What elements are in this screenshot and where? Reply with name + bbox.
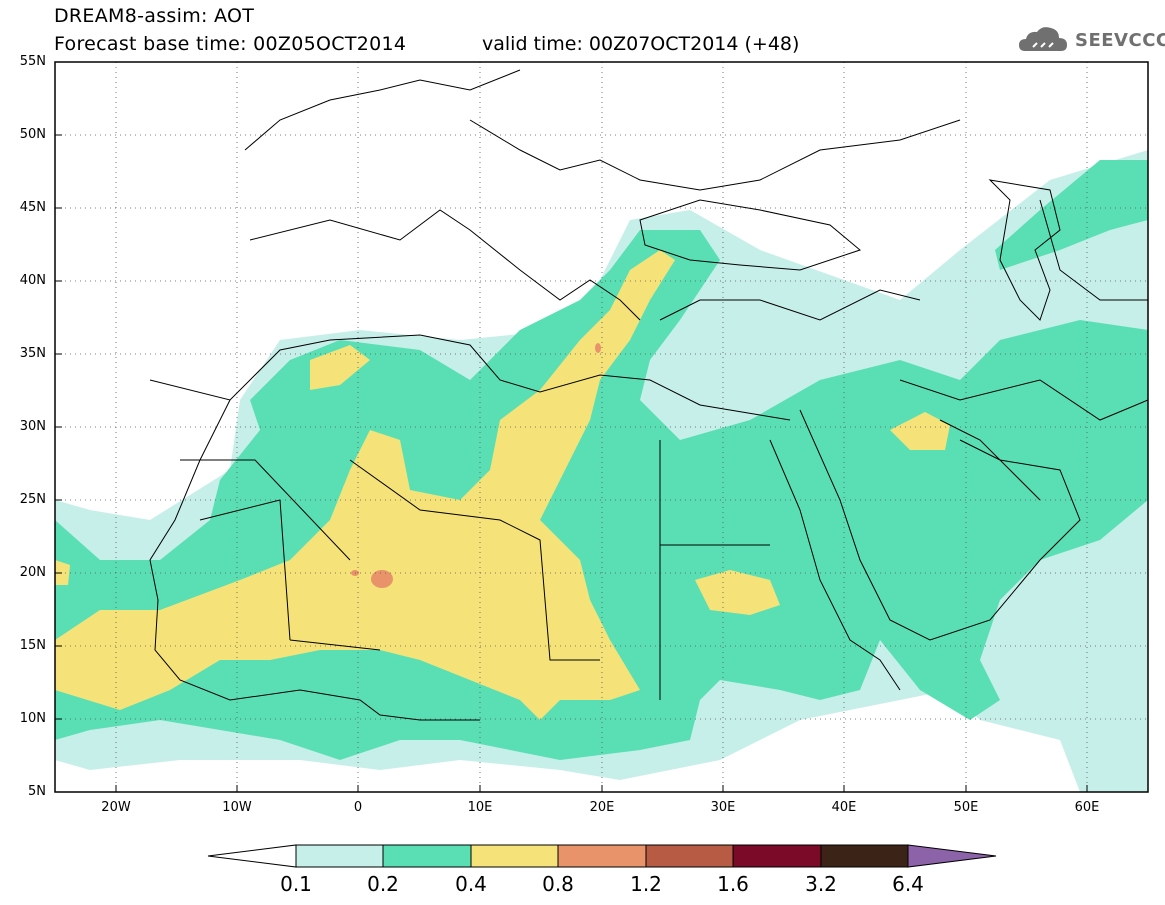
colorbar-label: 1.2 — [630, 872, 662, 896]
lon-label: 10E — [467, 800, 493, 815]
base-time-label: Forecast base time: 00Z05OCT2014 — [54, 33, 407, 55]
lon-label: 40E — [831, 800, 857, 815]
aot-field — [55, 150, 1148, 792]
lat-label: 20N — [19, 565, 46, 580]
aot-contour-0.8 — [371, 570, 393, 588]
lat-label: 15N — [19, 638, 46, 653]
lat-label: 35N — [19, 346, 46, 361]
lon-label: 60E — [1074, 800, 1100, 815]
colorbar-segment — [470, 844, 559, 868]
colorbar-label: 0.2 — [367, 872, 399, 896]
lon-label: 0 — [353, 800, 363, 815]
lon-label: 50E — [953, 800, 979, 815]
colorbar-label: 0.8 — [542, 872, 574, 896]
lon-label: 10W — [222, 800, 252, 815]
colorbar-under-arrow — [207, 844, 297, 868]
coastlines — [149, 69, 1148, 721]
aot-contour-0.2 — [995, 160, 1148, 270]
aot-contour-0.4 — [55, 560, 70, 585]
axis-ticks — [55, 61, 1088, 793]
map-title: DREAM8-assim: AOT — [54, 5, 255, 27]
colorbar-segment — [645, 844, 734, 868]
cloud-icon — [1019, 27, 1067, 51]
aot-contour-0.4 — [695, 570, 780, 615]
lat-label: 5N — [28, 784, 46, 799]
colorbar-label: 1.6 — [717, 872, 749, 896]
colorbar-segment — [295, 844, 384, 868]
lat-label: 55N — [19, 54, 46, 69]
lat-label: 10N — [19, 711, 46, 726]
colorbar-label: 0.1 — [280, 872, 312, 896]
aot-contour-0.4 — [890, 412, 950, 450]
lat-label: 30N — [19, 419, 46, 434]
colorbar-over-arrow — [907, 844, 997, 868]
colorbar — [207, 844, 997, 868]
lat-label: 40N — [19, 273, 46, 288]
colorbar-label: 6.4 — [892, 872, 924, 896]
logo-text: SEEVCCC — [1075, 30, 1165, 51]
colorbar-segment — [820, 844, 909, 868]
aot-contour-0.8 — [595, 343, 601, 353]
colorbar-label: 0.4 — [455, 872, 487, 896]
valid-time-label: valid time: 00Z07OCT2014 (+48) — [482, 33, 800, 55]
colorbar-label: 3.2 — [805, 872, 837, 896]
aot-contour-0.4 — [55, 250, 675, 720]
lat-label: 45N — [19, 200, 46, 215]
aot-contour-0.4 — [310, 345, 370, 390]
colorbar-segment — [382, 844, 472, 868]
lat-label: 25N — [19, 492, 46, 507]
lon-label: 30E — [710, 800, 736, 815]
lat-label: 50N — [19, 127, 46, 142]
lon-label: 20W — [101, 800, 131, 815]
colorbar-segment — [557, 844, 647, 868]
colorbar-segment — [732, 844, 822, 868]
lon-label: 20E — [589, 800, 615, 815]
map-gridlines — [55, 62, 1148, 792]
